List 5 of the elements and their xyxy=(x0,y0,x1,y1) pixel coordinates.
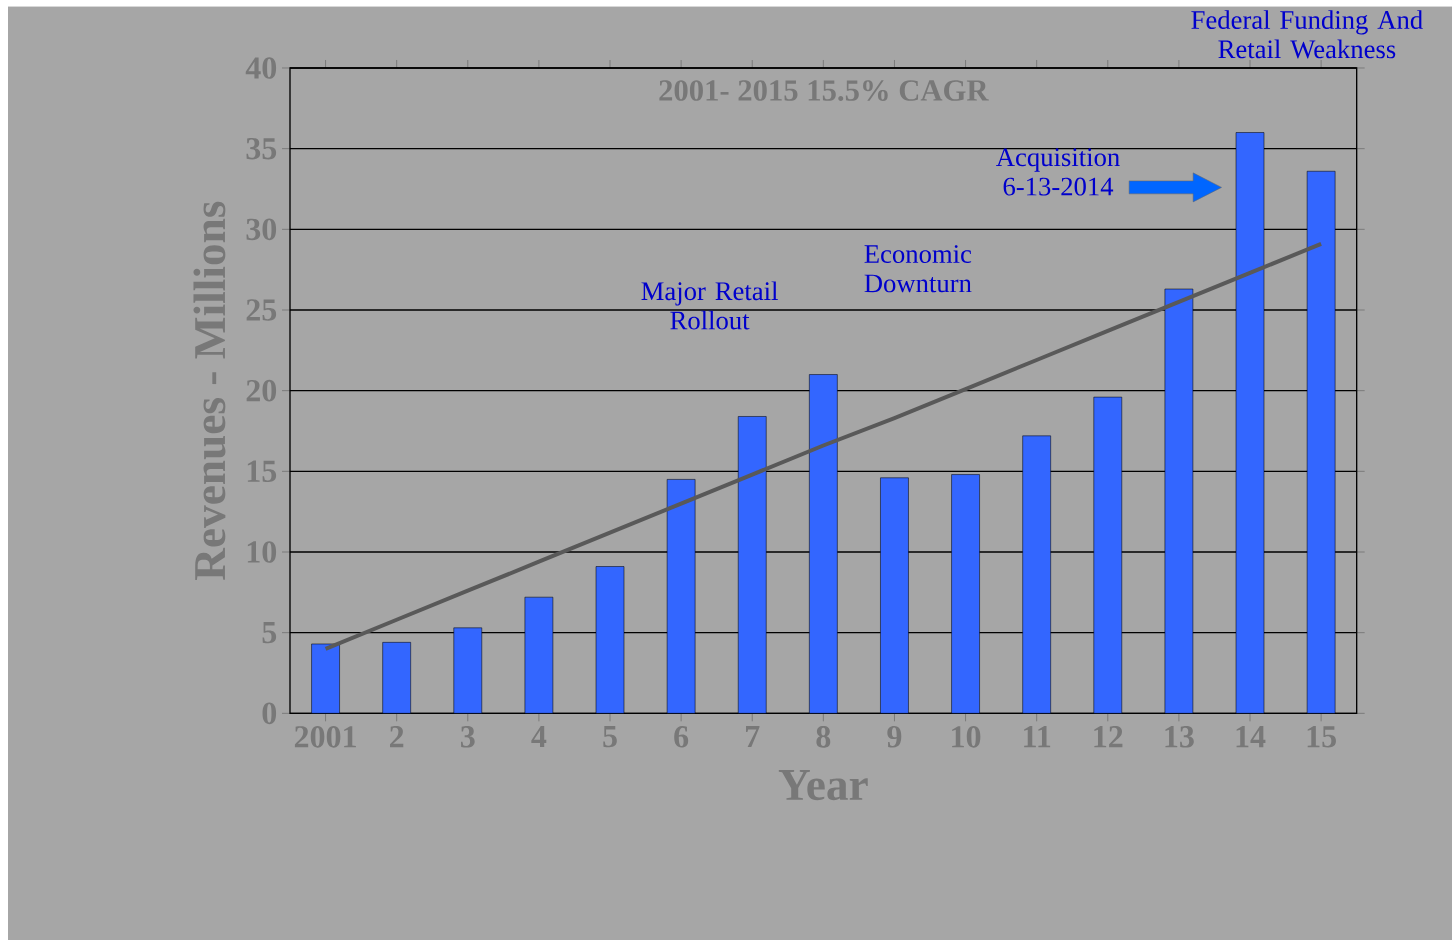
line-series xyxy=(323,241,1324,651)
annotation: Economic Downturn xyxy=(864,245,972,293)
text: Federal Funding And Retail Weakness xyxy=(1191,10,1423,59)
annotation: Major Retail Rollout xyxy=(641,281,778,330)
annotation: Acquisition 6-13-2014 xyxy=(996,148,1120,196)
